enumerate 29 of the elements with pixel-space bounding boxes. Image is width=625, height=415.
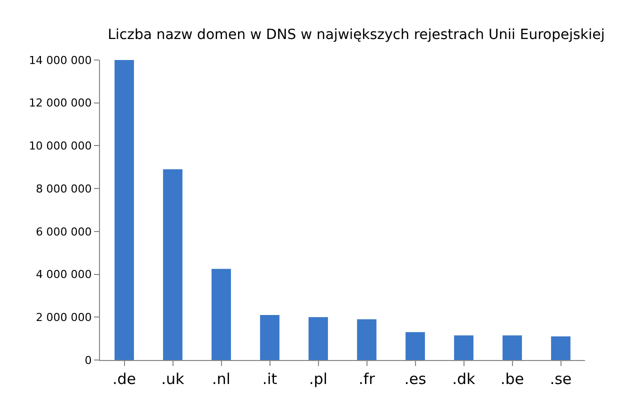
- y-tick-label: 4 000 000: [36, 268, 92, 282]
- bar: [260, 315, 280, 360]
- x-tick-label: .nl: [212, 370, 230, 388]
- x-tick-label: .es: [404, 370, 426, 388]
- y-tick-label: 2 000 000: [36, 310, 92, 324]
- y-tick-label: 14 000 000: [28, 54, 92, 67]
- x-tick-label: .it: [262, 370, 278, 388]
- bar: [212, 268, 231, 360]
- x-tick-label: .de: [112, 370, 136, 388]
- bar: [114, 60, 134, 360]
- x-tick-label: .be: [500, 370, 524, 388]
- chart-title: Liczba nazw domen w DNS w największych rejestrach Unii Europejskiej: [108, 26, 605, 43]
- x-tick-label: .dk: [452, 370, 476, 388]
- x-tick-label: .pl: [309, 370, 328, 388]
- bar: [454, 335, 474, 360]
- bar: [308, 317, 328, 360]
- y-tick-label: 6 000 000: [36, 225, 92, 238]
- x-tick-label: .se: [550, 370, 572, 388]
- bar: [357, 319, 376, 360]
- bar: [551, 336, 570, 360]
- bar: [406, 332, 425, 360]
- y-tick-label: 0: [84, 354, 92, 367]
- y-tick-label: 12 000 000: [28, 96, 92, 110]
- bar: [502, 335, 522, 360]
- bar: [163, 169, 182, 360]
- x-tick-label: .fr: [358, 370, 376, 388]
- x-tick-label: .uk: [161, 370, 185, 388]
- y-tick-label: 10 000 000: [28, 140, 92, 153]
- y-tick-label: 8 000 000: [36, 182, 92, 196]
